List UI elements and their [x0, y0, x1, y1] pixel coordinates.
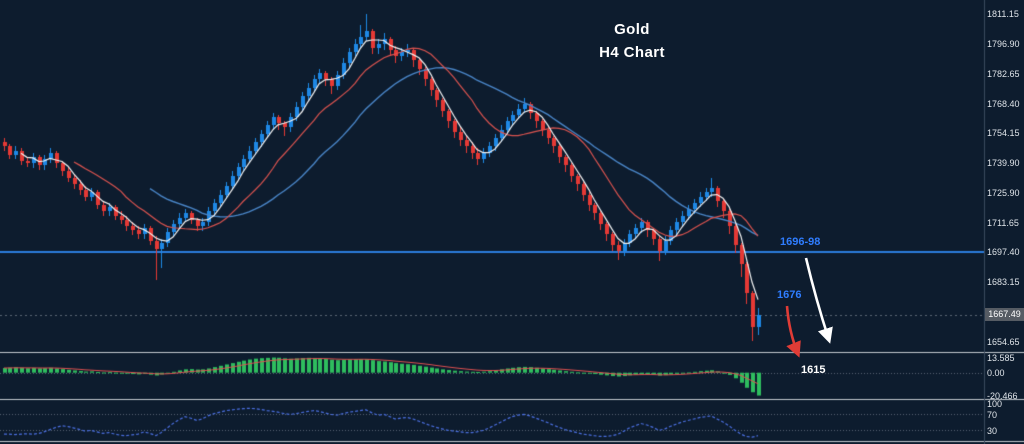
- current-price-tag: 1667.49: [985, 308, 1024, 321]
- breakdown-level-label: 1676: [777, 289, 802, 301]
- chart-title-symbol: Gold: [614, 21, 650, 38]
- resistance-zone-label: 1696-98: [780, 236, 821, 248]
- chart-title-timeframe: H4 Chart: [599, 44, 665, 61]
- chart-title: Gold H4 Chart: [532, 18, 732, 64]
- target-level-label: 1615: [801, 364, 826, 376]
